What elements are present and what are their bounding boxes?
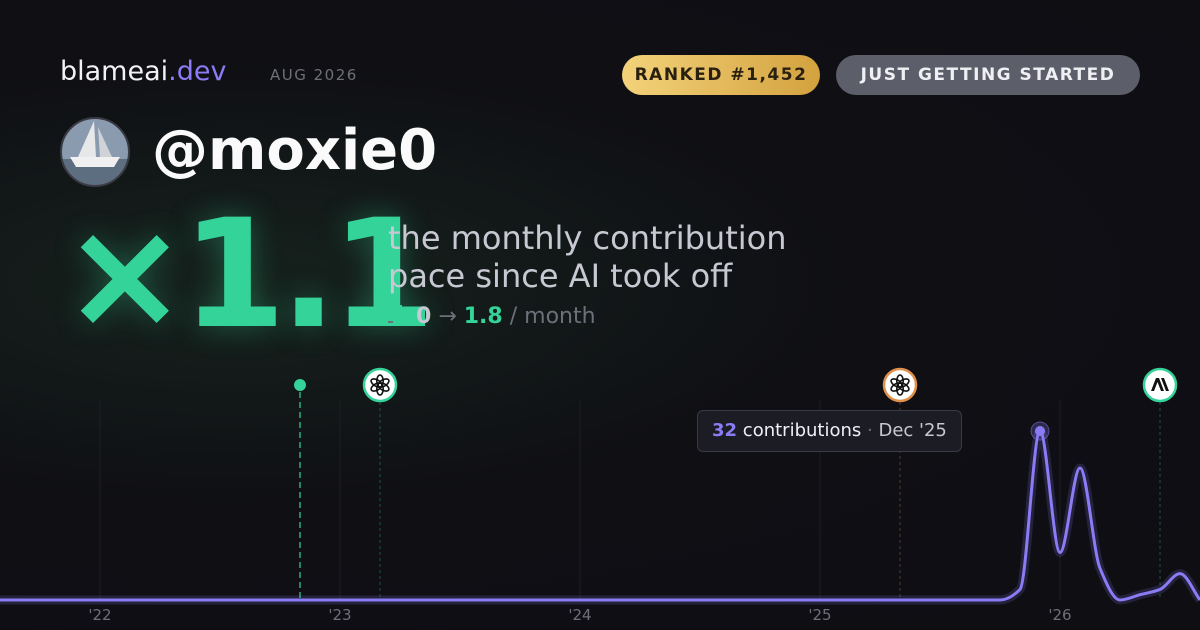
event-marker xyxy=(882,367,918,600)
event-dot xyxy=(294,379,306,391)
tooltip-value: 32 xyxy=(712,420,738,441)
brand-tld: .dev xyxy=(168,56,227,87)
tooltip-date: Dec '25 xyxy=(878,420,947,441)
avatar xyxy=(60,117,130,187)
rate-bar-after xyxy=(397,305,402,323)
description-line: the monthly contribution xyxy=(388,219,787,257)
rank-badge: RANKED #1,452 xyxy=(622,55,820,95)
event-icon-petal xyxy=(890,378,903,388)
x-tick-label: '24 xyxy=(568,606,591,624)
tooltip-sep: · xyxy=(867,420,873,441)
series-line xyxy=(0,429,1200,602)
brand: blameai.dev xyxy=(60,56,226,87)
x-tick-label: '23 xyxy=(328,606,351,624)
tooltip: 32 contributions · Dec '25 xyxy=(697,410,962,452)
event-marker xyxy=(362,367,398,600)
period: AUG 2026 xyxy=(270,66,358,84)
rate-after: 1.8 xyxy=(463,304,503,329)
event-icon-bg xyxy=(882,367,918,403)
tooltip-series: contributions xyxy=(742,420,862,441)
line-glow xyxy=(0,426,1200,605)
rate-before: 0 xyxy=(416,304,432,329)
rate-unit: / month xyxy=(509,304,596,329)
rate-row: 0 → 1.8 / month xyxy=(388,304,596,329)
arrow: → xyxy=(438,304,457,329)
x-tick-label: '25 xyxy=(808,606,831,624)
handle: @moxie0 xyxy=(152,118,438,183)
rate-bar-before xyxy=(388,321,393,323)
highlight-point xyxy=(1035,426,1045,436)
level-badge: JUST GETTING STARTED xyxy=(836,55,1140,95)
x-tick-label: '26 xyxy=(1048,606,1071,624)
event-marker xyxy=(294,379,306,600)
event-icon-petal xyxy=(370,378,383,388)
event-icon-bg xyxy=(362,367,398,403)
event-marker xyxy=(1142,367,1178,600)
description-line: pace since AI took off xyxy=(388,257,733,295)
x-tick-label: '22 xyxy=(88,606,111,624)
brand-name: blameai xyxy=(60,56,169,87)
multiplier: ×1.1 xyxy=(62,188,435,362)
event-icon-glyph xyxy=(1151,378,1169,391)
